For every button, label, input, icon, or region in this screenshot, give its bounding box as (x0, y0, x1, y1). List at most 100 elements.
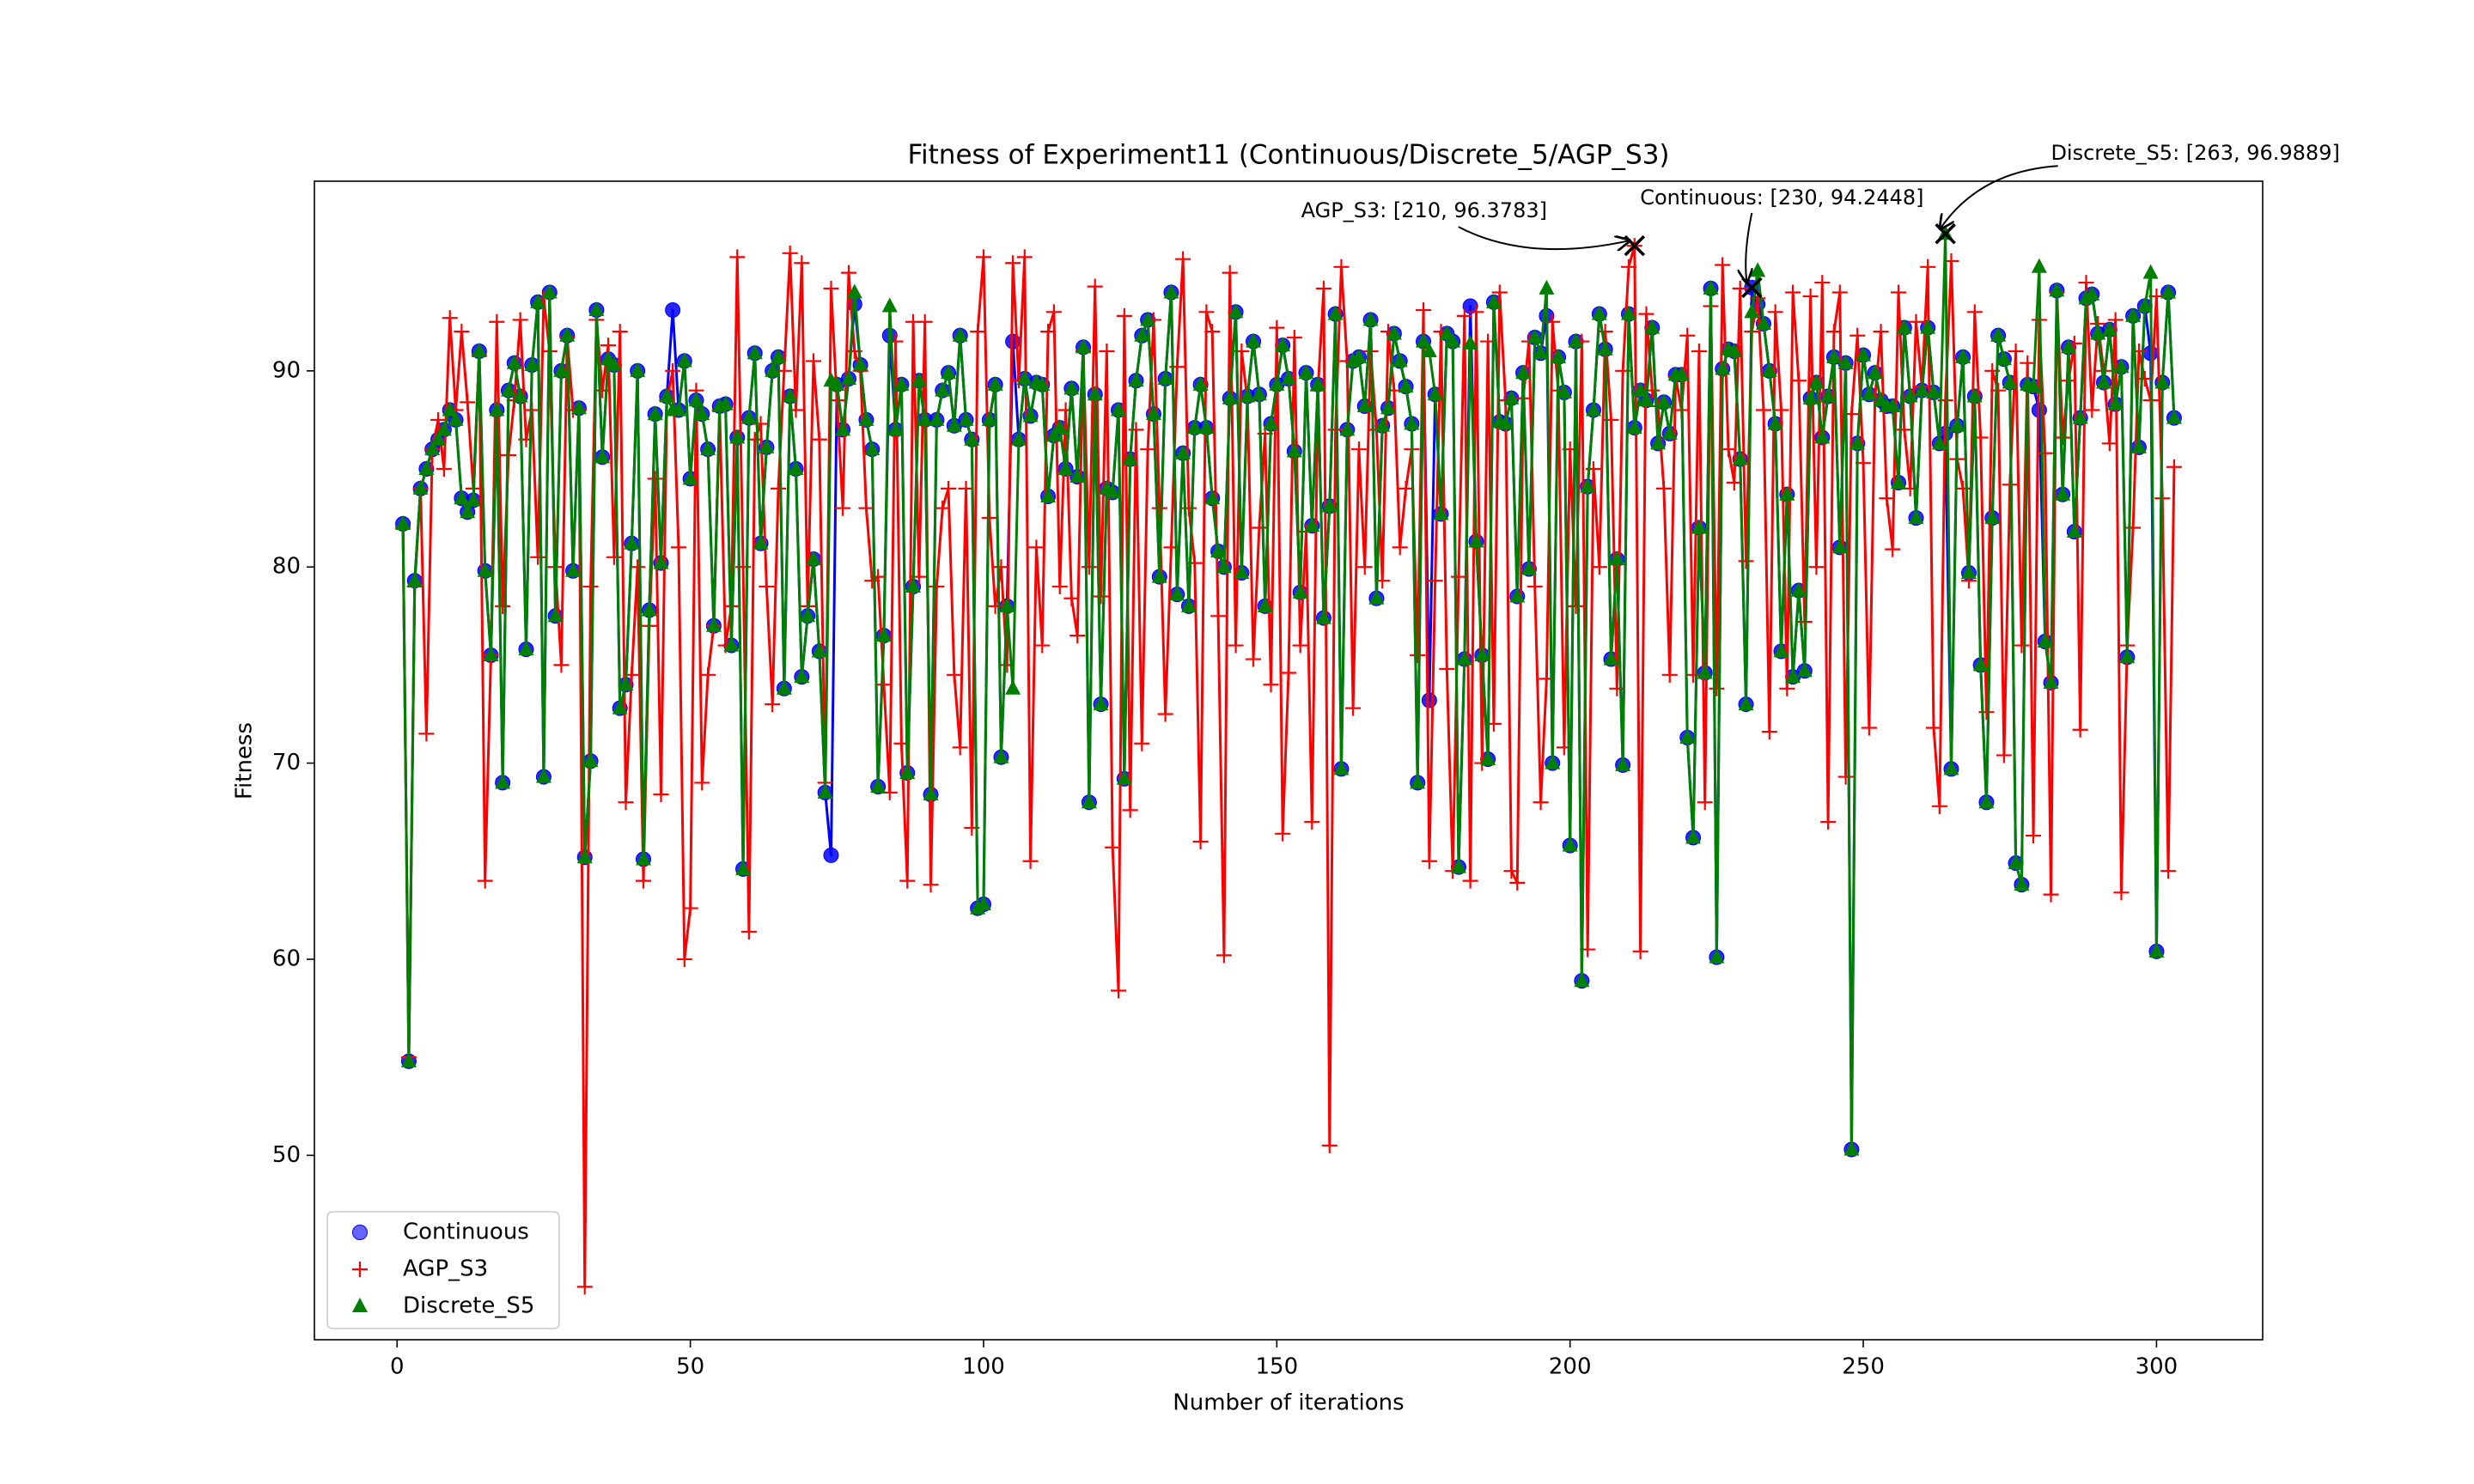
point (553, 657, 570, 673)
point (1140, 311, 1156, 326)
point (1392, 352, 1408, 368)
point (1597, 340, 1613, 356)
point (1421, 342, 1437, 357)
point (647, 471, 663, 487)
point (582, 579, 599, 595)
point (1925, 720, 1941, 736)
point (524, 356, 540, 371)
point (2026, 828, 2042, 844)
point (1439, 660, 1455, 677)
point (1315, 609, 1331, 624)
point (1526, 579, 1543, 595)
point (2107, 395, 2124, 411)
point (1134, 735, 1150, 751)
point (887, 421, 904, 436)
point (1655, 480, 1672, 496)
point (1081, 794, 1097, 809)
point (1843, 1140, 1860, 1156)
point (1269, 375, 1285, 391)
y-tick-label: 60 (272, 946, 301, 971)
point (518, 641, 534, 656)
point (852, 356, 868, 371)
point (1333, 258, 1350, 275)
point (1040, 324, 1057, 340)
point (1849, 435, 1866, 450)
point (1885, 397, 1901, 412)
point (1790, 373, 1807, 389)
point (512, 387, 528, 403)
point (565, 562, 582, 577)
point (1040, 487, 1057, 502)
x-tick-label: 0 (390, 1354, 405, 1380)
point (1825, 348, 1842, 363)
point (753, 534, 769, 550)
point (794, 668, 810, 684)
legend-entry: AGP_S3 (352, 1256, 488, 1282)
point (1914, 381, 1930, 397)
point (1732, 450, 1748, 465)
point (1222, 265, 1238, 281)
point (477, 873, 493, 889)
point (1873, 324, 1889, 340)
point (483, 646, 499, 661)
point (1410, 774, 1426, 789)
x-tick-label: 200 (1549, 1354, 1592, 1380)
point (1151, 568, 1167, 583)
point (700, 441, 716, 456)
point (676, 951, 692, 967)
point (941, 364, 957, 380)
point (705, 617, 722, 632)
point (1685, 829, 1702, 844)
point (1198, 419, 1215, 435)
point (448, 411, 464, 426)
point (454, 490, 470, 505)
point (964, 430, 980, 446)
point (2072, 721, 2088, 738)
point (823, 280, 839, 296)
point (2125, 520, 2142, 536)
point (1814, 275, 1831, 291)
point (794, 255, 810, 271)
point (2061, 338, 2077, 354)
point (2066, 523, 2082, 538)
point (1966, 387, 1983, 403)
legend-entry: Continuous (352, 1219, 529, 1245)
point (2031, 258, 2047, 273)
point (1908, 509, 1924, 525)
point (1275, 337, 1291, 352)
point (1949, 417, 1965, 432)
point (2037, 445, 2053, 461)
point (987, 598, 1003, 614)
annotation-arrow (1458, 226, 1630, 249)
point (875, 677, 892, 693)
point (2125, 307, 2142, 322)
point (2072, 409, 2088, 424)
point (1990, 382, 2007, 398)
point (1638, 306, 1654, 322)
point (958, 480, 974, 496)
point (1222, 389, 1238, 404)
point (946, 417, 962, 432)
point (1955, 348, 1971, 363)
point (875, 627, 892, 642)
point (1016, 249, 1033, 265)
point (2037, 632, 2053, 648)
point (2084, 402, 2100, 418)
point (1275, 825, 1291, 842)
point (1251, 520, 1267, 536)
point (1908, 313, 1924, 330)
point (1972, 656, 1989, 672)
point (1632, 381, 1648, 397)
point (1491, 284, 1508, 301)
point (1204, 324, 1221, 340)
point (788, 460, 804, 476)
point (1661, 424, 1678, 440)
x-axis-label: Number of iterations (1173, 1390, 1404, 1416)
axes-frame (314, 180, 2264, 1341)
point (1474, 646, 1490, 661)
point (1779, 485, 1795, 501)
point (1533, 794, 1549, 811)
point (893, 375, 910, 391)
point (1356, 559, 1373, 575)
point (870, 777, 887, 793)
